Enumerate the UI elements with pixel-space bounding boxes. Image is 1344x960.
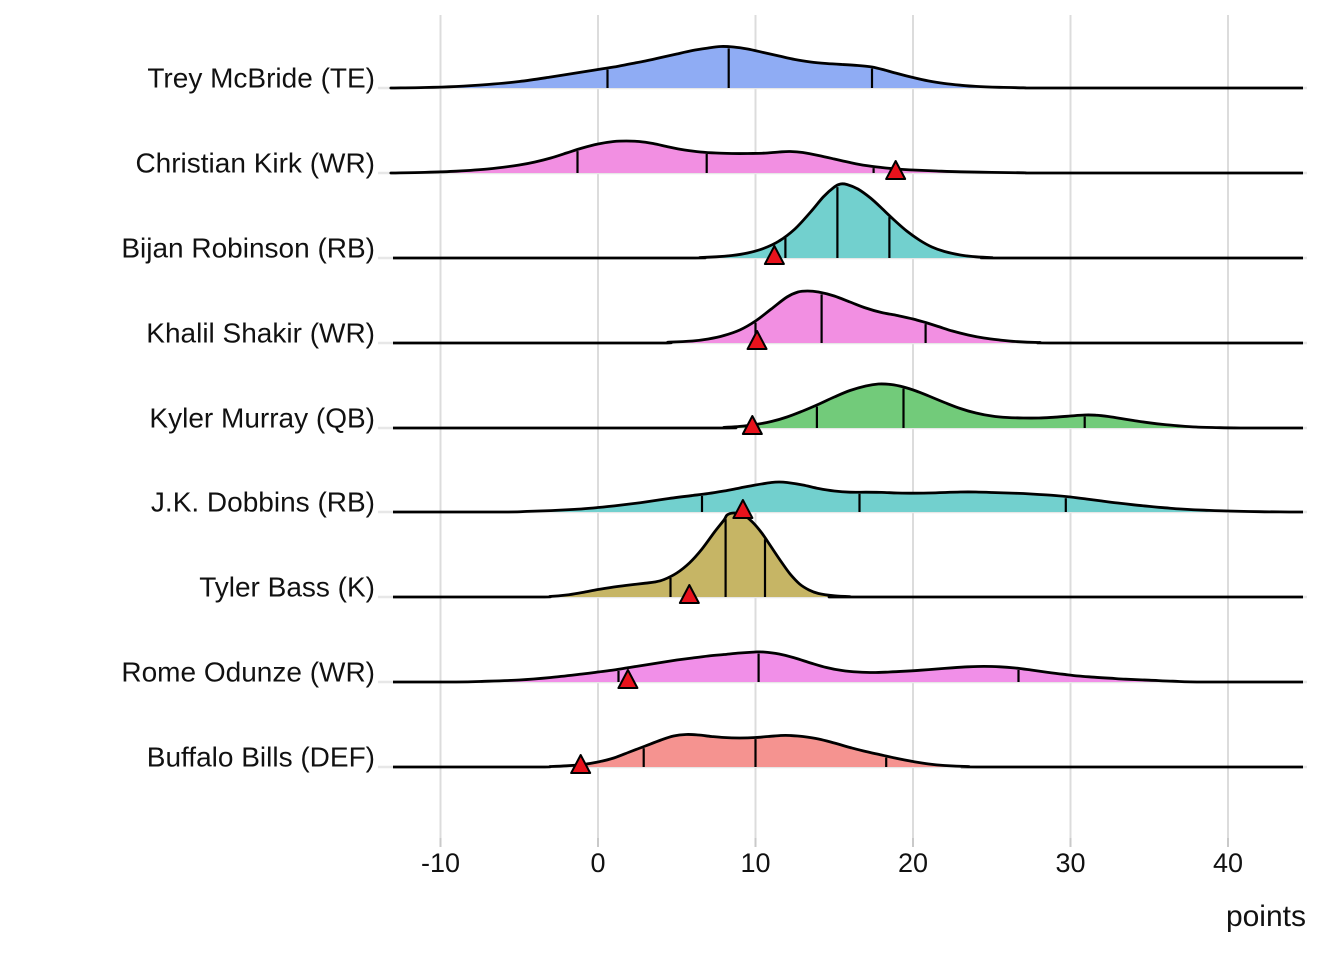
ridge-buffalo-bills-def: Buffalo Bills (DEF) [147,733,1307,773]
x-tick-label: -10 [421,848,460,878]
actual-points-marker [746,330,768,350]
density-curve [392,650,1303,684]
ridge-rome-odunze-wr: Rome Odunze (WR) [121,650,1307,688]
x-tick-label: 30 [1055,848,1085,878]
row-label: Trey McBride (TE) [147,63,375,94]
ridge-kyler-murray-qb: Kyler Murray (QB) [149,382,1307,434]
x-tick-label: 20 [898,848,928,878]
actual-points-marker [570,754,592,774]
row-label: J.K. Dobbins (RB) [151,487,375,518]
x-tick-label: 0 [590,848,605,878]
x-tick-label: 40 [1213,848,1243,878]
ridge-christian-kirk-wr: Christian Kirk (WR) [135,139,1307,179]
ridge-bijan-robinson-rb: Bijan Robinson (RB) [121,182,1307,264]
ridge-tyler-bass-k: Tyler Bass (K) [199,511,1307,603]
actual-points-marker [885,160,907,180]
density-curve [393,289,1303,345]
actual-points-marker [678,584,700,604]
row-label: Rome Odunze (WR) [121,657,375,688]
actual-points-marker [763,245,785,265]
density-curve [389,139,1303,175]
ridge-khalil-shakir-wr: Khalil Shakir (WR) [146,289,1307,349]
actual-points-marker [741,415,763,435]
density-curve [393,382,1303,430]
density-curve [392,511,1303,599]
ridge-trey-mcbride-te: Trey McBride (TE) [147,45,1307,94]
row-label: Kyler Murray (QB) [149,403,375,434]
row-label: Tyler Bass (K) [199,572,375,603]
density-curve [392,182,1303,260]
density-curve [389,45,1303,90]
density-curve [392,480,1303,514]
x-tick-label: 10 [740,848,770,878]
row-label: Bijan Robinson (RB) [121,233,375,264]
row-label: Khalil Shakir (WR) [146,318,375,349]
actual-points-marker [732,499,754,519]
ridge-j-k-dobbins-rb: J.K. Dobbins (RB) [151,480,1307,518]
density-curve [392,733,1303,769]
row-label: Christian Kirk (WR) [135,148,375,179]
actual-points-marker [617,669,639,689]
x-axis-title: points [1225,900,1306,933]
row-label: Buffalo Bills (DEF) [147,742,375,773]
